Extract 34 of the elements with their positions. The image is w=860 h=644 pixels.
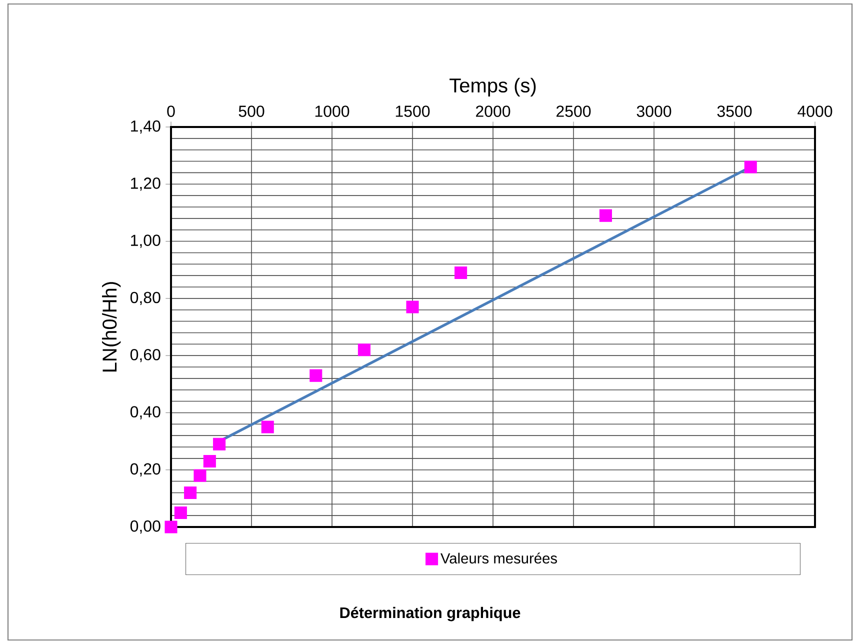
x-tick-label: 3500 xyxy=(717,106,752,117)
y-tick-label: 0,60 xyxy=(130,348,160,362)
y-tick-label: 1,20 xyxy=(131,178,160,191)
x-tick-label: 0 xyxy=(167,106,175,117)
point xyxy=(213,438,226,450)
point xyxy=(261,420,274,434)
x-tick-label: 1000 xyxy=(315,106,350,117)
y-tick-label: 0,40 xyxy=(130,406,160,420)
point xyxy=(174,506,187,519)
x-axis-title: Temps (s) xyxy=(450,78,536,96)
y-tick-label: 1,40 xyxy=(131,120,160,134)
y-tick-label: 0,00 xyxy=(130,520,160,534)
point xyxy=(599,209,612,222)
point xyxy=(406,300,419,314)
x-tick-label: 3000 xyxy=(636,106,672,117)
y-tick-label: 0,80 xyxy=(130,292,160,306)
y-axis-title: LN(h0/Hh) xyxy=(102,282,121,372)
y-tick-label: 1,00 xyxy=(131,234,160,248)
point xyxy=(310,369,322,382)
point xyxy=(194,469,206,482)
point xyxy=(164,520,178,534)
point xyxy=(744,160,757,174)
point xyxy=(184,486,197,499)
x-tick-label: 500 xyxy=(238,106,264,117)
point xyxy=(203,455,216,468)
point xyxy=(454,266,468,279)
y-tick-label: 0,20 xyxy=(130,463,160,476)
x-tick-label: 2500 xyxy=(556,106,591,117)
text: Détermination graphique xyxy=(340,606,520,622)
x-tick-label: 4000 xyxy=(798,106,832,117)
x-tick-label: 1500 xyxy=(396,106,430,117)
x-tick-label: 2000 xyxy=(476,106,510,117)
legend-label: Valeurs mesurées xyxy=(440,552,557,564)
point xyxy=(358,344,370,356)
